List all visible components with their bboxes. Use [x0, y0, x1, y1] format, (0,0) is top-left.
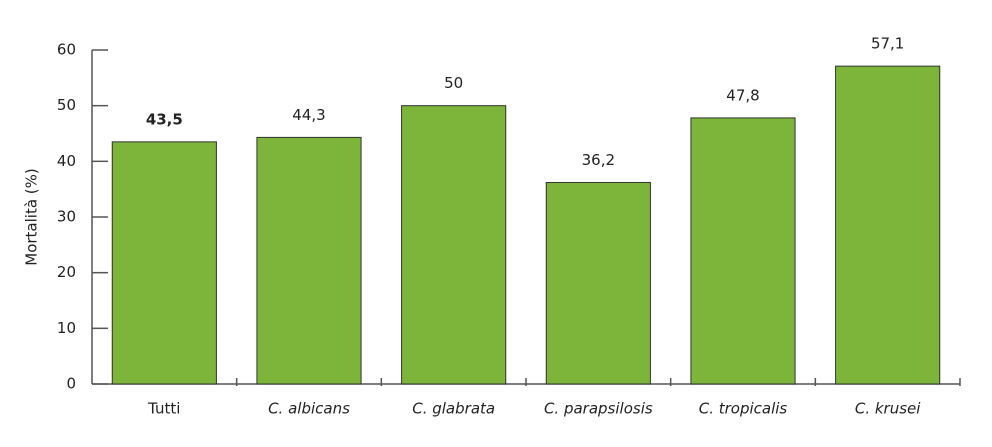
bar — [256, 136, 362, 385]
value-label: 43,5 — [146, 110, 183, 128]
x-tick-label: Tutti — [147, 400, 180, 418]
value-label: 36,2 — [582, 151, 615, 169]
y-tick-label: 50 — [57, 96, 76, 114]
y-tick-label: 30 — [57, 208, 76, 226]
value-label: 47,8 — [726, 86, 759, 104]
x-tick-label: C. krusei — [855, 400, 921, 418]
y-tick-label: 60 — [57, 41, 76, 59]
bar — [401, 105, 507, 385]
value-label: 50 — [444, 74, 463, 92]
y-tick-label: 20 — [57, 263, 76, 281]
x-tick-label: C. glabrata — [412, 400, 495, 418]
x-tick-label: C. tropicalis — [699, 400, 788, 418]
bar — [835, 65, 941, 385]
y-tick-label: 10 — [57, 319, 76, 337]
value-label: 44,3 — [292, 106, 325, 124]
bar — [690, 117, 796, 385]
y-axis-label: Mortalità (%) — [23, 168, 41, 266]
x-tick-label: C. albicans — [268, 400, 350, 418]
bar — [545, 181, 651, 385]
value-label: 57,1 — [871, 35, 904, 53]
y-tick-label: 40 — [57, 152, 76, 170]
y-tick-label: 0 — [66, 375, 76, 393]
x-tick-label: C. parapsilosis — [544, 400, 653, 418]
bar — [111, 141, 217, 385]
